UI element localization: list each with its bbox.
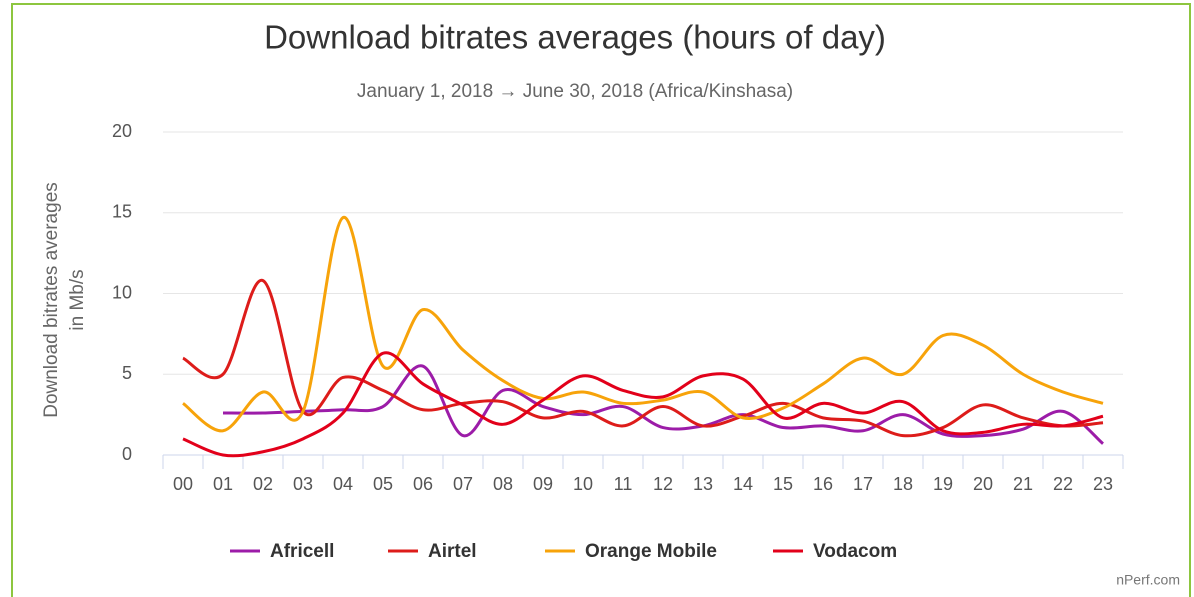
x-tick-label: 05 xyxy=(373,474,393,494)
series-line xyxy=(222,364,1104,445)
x-tick-label: 06 xyxy=(413,474,433,494)
x-tick-label: 07 xyxy=(453,474,473,494)
series-line xyxy=(182,279,1104,438)
chart-subtitle: January 1, 2018 → June 30, 2018 (Africa/… xyxy=(357,81,793,102)
x-tick-label: 17 xyxy=(853,474,873,494)
x-tick-label: 08 xyxy=(493,474,513,494)
x-tick-label: 13 xyxy=(693,474,713,494)
legend-label: Vodacom xyxy=(813,541,897,562)
x-tick-label: 04 xyxy=(333,474,353,494)
legend-label: Orange Mobile xyxy=(585,541,717,562)
x-tick-label: 12 xyxy=(653,474,673,494)
y-tick-label: 10 xyxy=(112,282,132,302)
x-tick-label: 11 xyxy=(614,474,633,494)
x-tick-label: 09 xyxy=(533,474,553,494)
series-line xyxy=(182,216,1104,433)
y-tick-label: 0 xyxy=(122,444,132,464)
y-axis-label: in Mb/s xyxy=(67,269,88,330)
series-line xyxy=(182,351,1104,458)
x-tick-label: 14 xyxy=(733,474,753,494)
credits: nPerf.com xyxy=(1116,572,1180,588)
x-tick-label: 15 xyxy=(773,474,793,494)
chart-title: Download bitrates averages (hours of day… xyxy=(264,19,886,56)
x-tick-label: 03 xyxy=(293,474,313,494)
y-tick-label: 20 xyxy=(112,121,132,141)
x-tick-label: 16 xyxy=(813,474,833,494)
y-axis-label: Download bitrates averages xyxy=(41,182,62,418)
legend-label: Africell xyxy=(270,541,334,562)
x-tick-label: 22 xyxy=(1053,474,1073,494)
x-tick-label: 21 xyxy=(1013,474,1033,494)
x-tick-label: 19 xyxy=(933,474,953,494)
frame xyxy=(11,3,1191,597)
x-tick-label: 02 xyxy=(253,474,273,494)
y-tick-label: 15 xyxy=(112,202,132,222)
x-tick-label: 10 xyxy=(573,474,593,494)
x-tick-label: 01 xyxy=(213,474,233,494)
x-tick-label: 18 xyxy=(893,474,913,494)
y-tick-label: 5 xyxy=(122,363,132,383)
x-tick-label: 00 xyxy=(173,474,193,494)
legend-label: Airtel xyxy=(428,541,477,562)
x-tick-label: 23 xyxy=(1093,474,1113,494)
x-tick-label: 20 xyxy=(973,474,993,494)
